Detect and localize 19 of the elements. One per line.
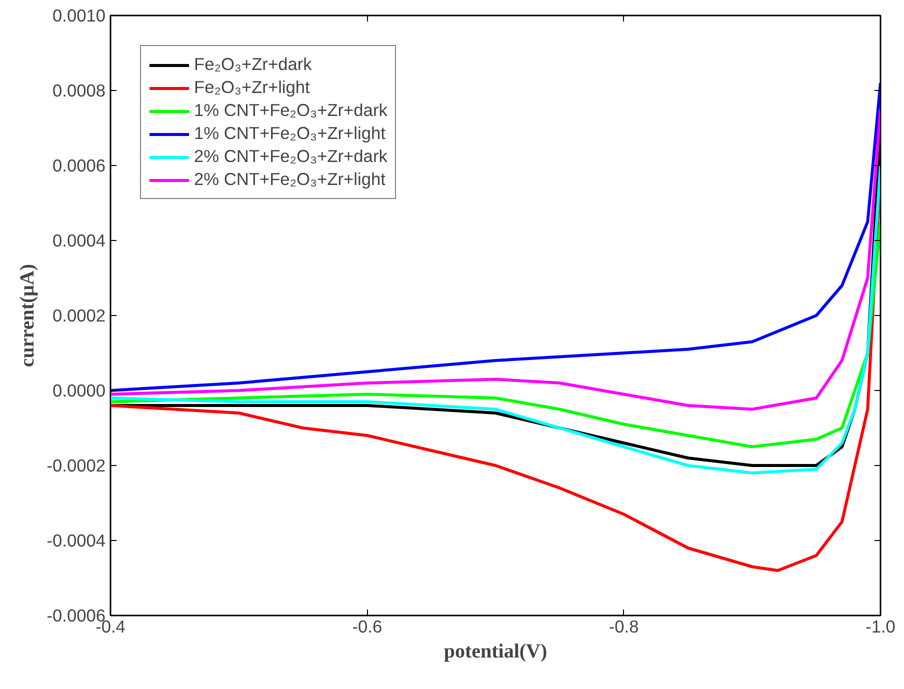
y-axis-title: current(μA)	[16, 264, 39, 368]
legend-label: 2% CNT+Fe₂O₃+Zr+light	[194, 169, 386, 190]
x-axis-title: potential(V)	[444, 640, 548, 662]
y-tick-label: -0.0004	[46, 530, 106, 550]
y-tick-label: -0.0002	[46, 456, 106, 476]
legend-label: 1% CNT+Fe₂O₃+Zr+light	[194, 123, 386, 144]
y-tick-label: 0.0000	[52, 380, 106, 400]
y-tick-label: 0.0010	[52, 6, 106, 26]
legend-label: 2% CNT+Fe₂O₃+Zr+dark	[194, 146, 388, 167]
y-tick-label: 0.0006	[52, 156, 106, 176]
y-tick-label: 0.0008	[52, 80, 106, 100]
x-tick-label: -0.6	[352, 616, 382, 636]
y-tick-label: 0.0002	[52, 306, 106, 326]
legend-label: Fe₂O₃+Zr+dark	[194, 54, 312, 75]
x-tick-label: -0.8	[608, 616, 639, 636]
y-tick-label: 0.0004	[52, 230, 106, 250]
legend-label: 1% CNT+Fe₂O₃+Zr+dark	[194, 100, 388, 121]
x-tick-label: -1.0	[866, 616, 896, 636]
legend-label: Fe₂O₃+Zr+light	[194, 77, 310, 98]
